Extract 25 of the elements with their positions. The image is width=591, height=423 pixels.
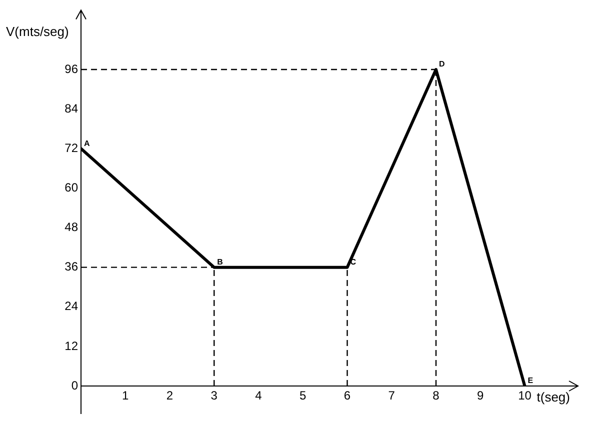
y-tick-label: 72 xyxy=(64,140,78,155)
x-tick-label: 9 xyxy=(477,388,484,403)
y-tick-label: 48 xyxy=(64,220,78,234)
y-tick-label: 0 xyxy=(71,378,78,392)
y-tick-label: 84 xyxy=(64,101,78,116)
x-tick-label: 2 xyxy=(166,388,174,403)
annotation: E xyxy=(528,376,534,386)
annotation: A xyxy=(84,138,90,148)
x-tick-label: 8 xyxy=(432,388,440,403)
annotation: D xyxy=(439,60,445,69)
x-tick-label: 3 xyxy=(210,388,218,403)
x-tick-label: 7 xyxy=(388,388,396,403)
x-tick-label: 5 xyxy=(300,388,307,403)
x-axis-title: t(seg) xyxy=(536,390,570,405)
annotation: B xyxy=(217,258,224,267)
y-tick-label: 24 xyxy=(64,299,78,314)
y-axis-title: V(mts/seg) xyxy=(6,24,69,39)
x-tick-label: 1 xyxy=(122,388,130,403)
y-tick-label: 96 xyxy=(64,62,78,76)
y-tick-label: 36 xyxy=(64,260,78,274)
x-tick-label: 6 xyxy=(344,388,351,403)
y-tick-label: 12 xyxy=(64,338,78,353)
y-tick-label: 60 xyxy=(64,180,78,195)
x-tick-label: 4 xyxy=(255,388,262,403)
x-tick-label: 10 xyxy=(518,388,532,403)
